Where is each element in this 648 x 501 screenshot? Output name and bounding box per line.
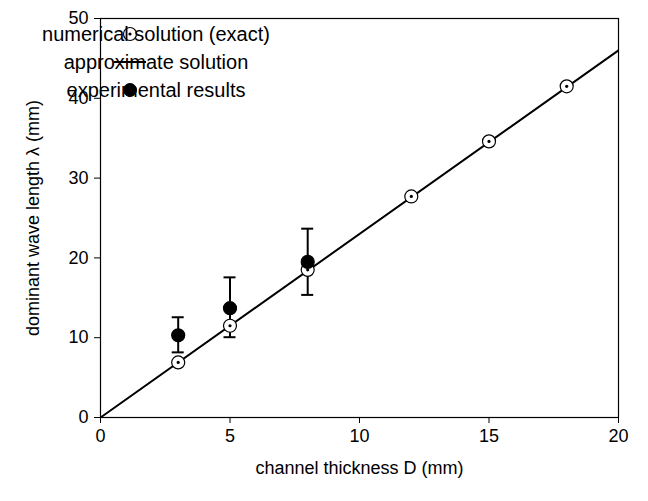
- svg-text:30: 30: [68, 168, 88, 188]
- svg-text:50: 50: [68, 8, 89, 29]
- svg-text:20: 20: [608, 426, 628, 446]
- svg-text:10: 10: [349, 426, 369, 446]
- svg-text:5: 5: [225, 426, 235, 446]
- svg-text:15: 15: [479, 426, 499, 446]
- svg-text:channel thickness D (mm): channel thickness D (mm): [255, 458, 463, 478]
- svg-text:0: 0: [78, 407, 88, 427]
- svg-text:20: 20: [68, 248, 88, 268]
- svg-text:numerical solution (exact): numerical solution (exact): [42, 23, 270, 45]
- svg-text:dominant wave length λ (mm): dominant wave length λ (mm): [23, 100, 43, 336]
- svg-text:10: 10: [68, 327, 88, 347]
- svg-text:0: 0: [95, 426, 105, 446]
- svg-text:approximate solution: approximate solution: [64, 51, 249, 73]
- svg-text:experimental results: experimental results: [67, 79, 246, 101]
